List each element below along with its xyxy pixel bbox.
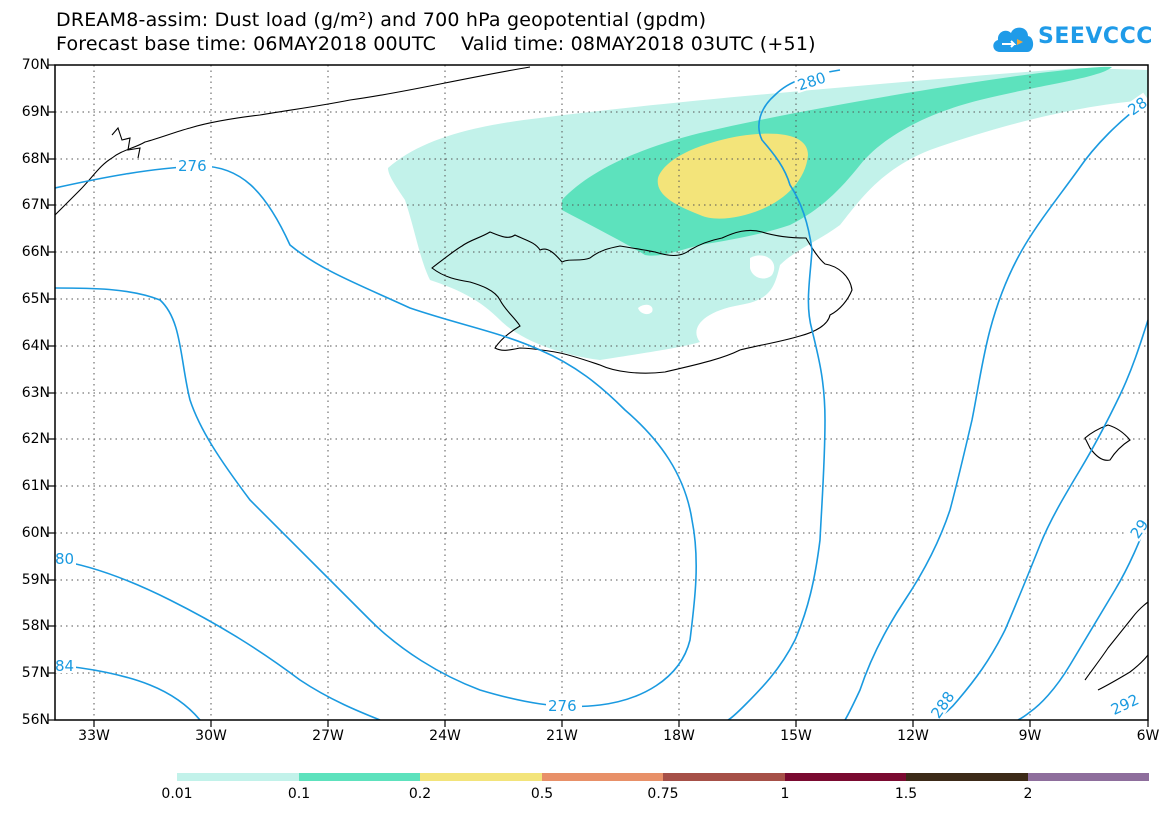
seevccc-logo: SEEVCCC	[990, 20, 1160, 60]
colorbar-label: 0.5	[530, 786, 554, 802]
colorbar-label: 0.01	[161, 786, 193, 802]
map-subtitle: Forecast base time: 06MAY2018 00UTC Vali…	[56, 33, 816, 55]
lon-label: 6W	[1136, 728, 1160, 744]
lon-label: 30W	[195, 728, 227, 744]
lat-label: 68N	[21, 151, 50, 167]
logo-text: SEEVCCC	[1038, 24, 1153, 49]
colorbar-swatch	[906, 773, 1028, 781]
colorbar-swatch	[420, 773, 542, 781]
greenland-islands	[111, 126, 141, 159]
contour-276-north	[55, 165, 697, 708]
lat-label: 65N	[21, 291, 50, 307]
lon-label: 18W	[663, 728, 695, 744]
lon-label: 24W	[429, 728, 461, 744]
contour-280-left	[55, 559, 381, 720]
contour-280-center	[727, 69, 841, 720]
iceland-coastline	[431, 229, 853, 374]
colorbar-label: 0.2	[408, 786, 432, 802]
contour-292	[1017, 519, 1148, 720]
lon-label: 21W	[546, 728, 578, 744]
lat-label: 67N	[21, 197, 50, 213]
lat-label: 56N	[21, 712, 50, 728]
faroe-islands-coastline	[1084, 424, 1131, 461]
coastlines	[55, 66, 1148, 691]
colorbar-label: 1.5	[894, 786, 918, 802]
lon-label: 12W	[897, 728, 929, 744]
colorbar-swatch	[785, 773, 906, 781]
lat-label: 62N	[21, 431, 50, 447]
contour-284-right	[844, 99, 1148, 720]
colorbar-swatch	[1028, 773, 1149, 781]
contour-label-29-right: 29	[1127, 516, 1153, 542]
colorbar-label: 1	[780, 786, 790, 802]
lat-label: 63N	[21, 385, 50, 401]
contour-288	[934, 319, 1148, 720]
contour-label-280-left: 80	[55, 550, 74, 568]
contour-label-284-left: 84	[55, 657, 74, 675]
contour-label-276b: 276	[548, 697, 577, 715]
lat-label: 57N	[21, 665, 50, 681]
cloud-icon	[993, 27, 1034, 52]
contour-284-left	[55, 664, 201, 720]
greenland-coastline	[55, 66, 531, 216]
lat-label: 61N	[21, 478, 50, 494]
map-title: DREAM8-assim: Dust load (g/m²) and 700 h…	[56, 9, 707, 31]
lon-label: 15W	[780, 728, 812, 744]
dust-load-0.2-area	[657, 133, 808, 219]
colorbar-swatch	[542, 773, 663, 781]
contour-label-276a: 276	[178, 157, 207, 175]
colorbar-label: 0.75	[647, 786, 679, 802]
lat-label: 69N	[21, 104, 50, 120]
colorbar-label: 2	[1023, 786, 1033, 802]
lat-label: 59N	[21, 572, 50, 588]
scotland-coastline	[1084, 601, 1148, 691]
lat-label: 60N	[21, 525, 50, 541]
colorbar-swatch	[299, 773, 420, 781]
lat-label: 64N	[21, 338, 50, 354]
colorbar-swatch	[177, 773, 299, 781]
contour-label-28-right: 28	[1125, 93, 1151, 119]
geopotential-contours	[55, 69, 1148, 720]
colorbar-swatch	[663, 773, 785, 781]
graticule	[55, 65, 1148, 720]
lat-label: 70N	[21, 57, 50, 73]
colorbar-label: 0.1	[287, 786, 311, 802]
lon-label: 27W	[312, 728, 344, 744]
lon-label: 9W	[1018, 728, 1042, 744]
lon-label: 33W	[78, 728, 110, 744]
lat-label: 58N	[21, 618, 50, 634]
lat-label: 66N	[21, 244, 50, 260]
